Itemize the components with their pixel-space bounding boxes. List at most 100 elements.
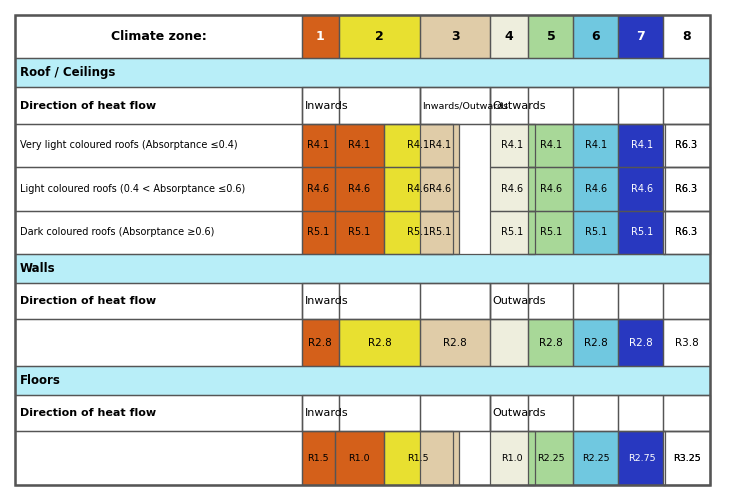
Text: R4.6: R4.6 bbox=[501, 184, 523, 194]
Bar bbox=[15, 88, 302, 124]
Bar bbox=[15, 254, 710, 283]
Bar bbox=[663, 431, 710, 485]
Text: R1.0: R1.0 bbox=[349, 454, 370, 462]
Text: R2.25: R2.25 bbox=[582, 454, 610, 462]
Text: R2.8: R2.8 bbox=[309, 338, 332, 347]
Bar bbox=[15, 124, 302, 167]
Text: R5.1: R5.1 bbox=[407, 228, 429, 237]
Bar bbox=[618, 283, 663, 320]
Text: R4.1: R4.1 bbox=[630, 140, 653, 150]
Bar bbox=[490, 167, 534, 210]
Text: 4: 4 bbox=[505, 30, 514, 43]
Bar bbox=[302, 395, 490, 431]
Bar bbox=[15, 283, 302, 320]
Text: Inwards: Inwards bbox=[305, 100, 349, 110]
Bar bbox=[302, 88, 420, 124]
Text: R2.8: R2.8 bbox=[629, 338, 653, 347]
Text: R5.1: R5.1 bbox=[630, 228, 653, 237]
Bar bbox=[574, 210, 618, 254]
Bar bbox=[618, 167, 665, 210]
Bar bbox=[528, 124, 574, 167]
Bar bbox=[490, 283, 528, 320]
Text: R4.1: R4.1 bbox=[501, 140, 523, 150]
Bar bbox=[574, 320, 618, 366]
Text: Light coloured roofs (0.4 < Absorptance ≤0.6): Light coloured roofs (0.4 < Absorptance … bbox=[20, 184, 245, 194]
Bar bbox=[574, 124, 618, 167]
Bar bbox=[490, 124, 534, 167]
Text: R4.1: R4.1 bbox=[348, 140, 370, 150]
Bar bbox=[663, 124, 710, 167]
Text: Outwards: Outwards bbox=[493, 100, 546, 110]
Text: R6.3: R6.3 bbox=[676, 184, 698, 194]
Text: R4.1: R4.1 bbox=[539, 140, 562, 150]
Bar bbox=[420, 167, 459, 210]
Text: Outwards: Outwards bbox=[493, 408, 546, 418]
Bar bbox=[663, 431, 710, 485]
Bar bbox=[15, 320, 302, 366]
Bar bbox=[663, 167, 710, 210]
Text: Inwards: Inwards bbox=[305, 408, 349, 418]
Bar bbox=[383, 124, 453, 167]
Bar bbox=[574, 431, 618, 485]
Bar bbox=[618, 124, 665, 167]
Text: R2.25: R2.25 bbox=[537, 454, 565, 462]
Bar bbox=[339, 283, 420, 320]
Bar bbox=[618, 167, 665, 210]
Bar bbox=[618, 210, 665, 254]
Bar bbox=[420, 88, 490, 124]
Bar bbox=[383, 167, 453, 210]
Bar bbox=[663, 124, 710, 167]
Bar bbox=[663, 431, 710, 485]
Text: R5.1: R5.1 bbox=[539, 228, 562, 237]
Text: R5.1: R5.1 bbox=[307, 228, 329, 237]
Bar bbox=[663, 15, 710, 59]
Bar bbox=[663, 210, 710, 254]
Bar bbox=[574, 88, 618, 124]
Text: 1: 1 bbox=[316, 30, 325, 43]
Bar bbox=[490, 15, 528, 59]
Text: R4.6: R4.6 bbox=[630, 184, 653, 194]
Bar bbox=[528, 283, 574, 320]
Bar bbox=[15, 366, 710, 395]
Bar bbox=[574, 320, 618, 366]
Bar bbox=[490, 15, 528, 59]
Bar bbox=[663, 395, 710, 431]
Text: 5: 5 bbox=[547, 30, 555, 43]
Bar bbox=[15, 431, 302, 485]
Bar bbox=[383, 431, 453, 485]
Text: R4.6: R4.6 bbox=[407, 184, 429, 194]
Bar bbox=[339, 15, 420, 59]
Text: R5.1: R5.1 bbox=[428, 228, 451, 237]
Bar bbox=[663, 210, 710, 254]
Text: R6.3: R6.3 bbox=[676, 228, 698, 237]
Bar bbox=[302, 320, 339, 366]
Text: R2.8: R2.8 bbox=[539, 338, 562, 347]
Text: R4.6: R4.6 bbox=[307, 184, 329, 194]
Bar bbox=[383, 124, 453, 167]
Bar bbox=[302, 124, 334, 167]
Bar bbox=[528, 15, 574, 59]
Bar bbox=[420, 15, 490, 59]
Bar bbox=[528, 167, 574, 210]
Bar bbox=[15, 58, 710, 87]
Text: R6.3: R6.3 bbox=[676, 184, 698, 194]
Text: 2: 2 bbox=[375, 30, 384, 43]
Text: Direction of heat flow: Direction of heat flow bbox=[20, 296, 156, 306]
Bar bbox=[490, 395, 528, 431]
Text: R3.8: R3.8 bbox=[675, 338, 699, 347]
Bar bbox=[490, 320, 528, 366]
Bar bbox=[302, 88, 339, 124]
Bar bbox=[302, 124, 334, 167]
Bar bbox=[528, 124, 574, 167]
Text: Direction of heat flow: Direction of heat flow bbox=[20, 408, 156, 418]
Bar bbox=[15, 210, 302, 254]
Bar bbox=[663, 124, 710, 167]
Text: Inwards/Outwards: Inwards/Outwards bbox=[423, 101, 508, 110]
Bar bbox=[302, 167, 334, 210]
Bar bbox=[15, 15, 302, 59]
Bar bbox=[339, 320, 420, 366]
Text: R3.25: R3.25 bbox=[673, 454, 701, 462]
Text: R5.1: R5.1 bbox=[348, 228, 370, 237]
Bar bbox=[528, 88, 574, 124]
Text: Direction of heat flow: Direction of heat flow bbox=[20, 100, 156, 110]
